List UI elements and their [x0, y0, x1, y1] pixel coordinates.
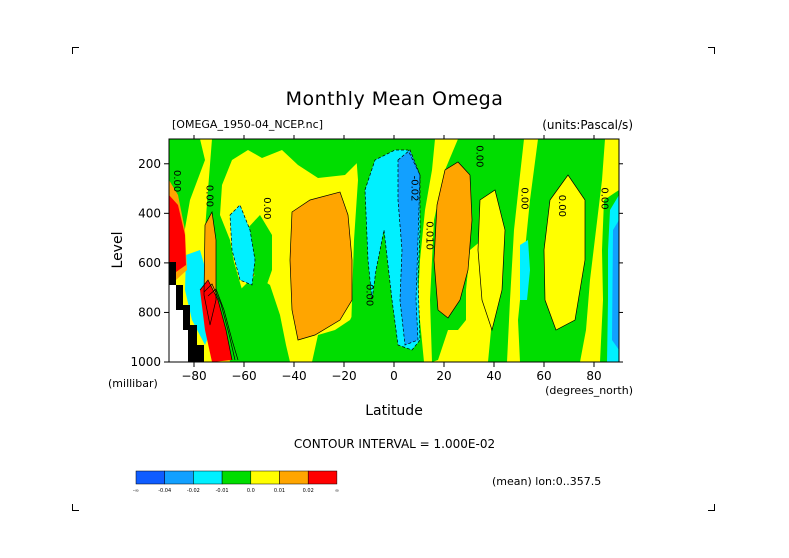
x-tick-label: −20: [331, 369, 356, 383]
x-tick-label: 40: [486, 369, 501, 383]
red-region-south-pole: [169, 195, 186, 272]
colorbar-label: -0.01: [216, 488, 229, 494]
y-tick-label: 800: [138, 305, 161, 319]
colorbar-swatch: [250, 470, 280, 485]
corner-mark-top-left: [72, 47, 79, 54]
x-axis-title: Latitude: [365, 403, 423, 419]
y-tick-label: 1000: [130, 355, 161, 369]
contour-label: 0.00: [556, 195, 567, 217]
colorbar-label: 0.01: [274, 488, 285, 494]
colorbar-label: 0.0: [247, 488, 255, 494]
x-tick-label: 20: [436, 369, 451, 383]
units-label: (units:Pascal/s): [542, 118, 633, 132]
x-tick-label: −60: [231, 369, 256, 383]
contour-label: -0.02: [409, 176, 420, 202]
blue-region-itcz-core: [398, 150, 420, 345]
orange-region-south-subtropics: [290, 192, 352, 340]
colorbar-swatch: [221, 470, 252, 485]
x-tick-label: −80: [181, 369, 206, 383]
colorbar-swatch: [279, 470, 309, 485]
contour-field: [169, 139, 619, 362]
blue-region-north-pole: [612, 220, 619, 350]
missing-data-mask: [169, 285, 188, 362]
red-region-antarctic-slope: [200, 280, 232, 362]
x-tick-label: 0: [390, 369, 398, 383]
file-label: [OMEGA_1950-04_NCEP.nc]: [172, 118, 323, 131]
contour-label-layer: 0.00 0.00 0.00 0.00 -0.02 0.010 0.00 0.00 0.00 0.…: [171, 145, 610, 306]
contour-label: 0.00: [474, 145, 485, 167]
corner-mark-top-right: [708, 47, 715, 54]
contour-interval-label: CONTOUR INTERVAL = 1.000E-02: [293, 437, 496, 451]
y-axis-title: Level: [110, 232, 126, 269]
contour-label: 0.00: [519, 187, 530, 209]
cyan-region-north: [520, 240, 530, 300]
contour-label: 0.00: [204, 185, 215, 207]
green-region-midlat-south: [246, 215, 272, 290]
orange-region-north-subtropics: [434, 162, 472, 318]
yellow-island-north: [478, 190, 505, 330]
colorbar: -∞ -0.04 -0.02 -0.01 0.0 0.01 0.02 ∞: [133, 470, 339, 494]
contour-label: 0.00: [171, 170, 182, 192]
colorbar-swatch: [164, 470, 194, 485]
green-region-midlat-south-low: [240, 275, 290, 362]
axis-layer: −80 −60 −40 −20 0 20 40 60 80 200 400 600 800 1000: [130, 135, 623, 383]
colorbar-swatch: [307, 470, 338, 485]
yellow-island-north-midlat: [544, 175, 585, 330]
colorbar-label: 0.02: [303, 488, 314, 494]
colorbar-swatch: [193, 470, 223, 485]
y-tick-label: 600: [138, 256, 161, 270]
averaging-label: (mean) lon:0..357.5: [492, 475, 602, 488]
corner-mark-bottom-right: [708, 504, 715, 511]
y-tick-label: 400: [138, 206, 161, 220]
contour-lines: [199, 149, 586, 361]
x-tick-label: −40: [281, 369, 306, 383]
x-tick-label: 60: [536, 369, 551, 383]
corner-mark-bottom-left: [72, 504, 79, 511]
y-tick-label: 200: [138, 157, 161, 171]
y-unit-label: (millibar): [108, 377, 158, 390]
x-tick-label: 80: [586, 369, 601, 383]
chart-title: Monthly Mean Omega: [285, 88, 504, 110]
contour-label: 0.010: [424, 221, 435, 250]
colorbar-swatch: [135, 470, 165, 485]
contour-label: 0.00: [599, 187, 610, 209]
colorbar-label: ∞: [335, 488, 339, 494]
contour-label: 0.00: [364, 284, 375, 306]
colorbar-label: -∞: [133, 488, 139, 494]
x-unit-label: (degrees_north): [545, 384, 633, 397]
colorbar-label: -0.04: [158, 488, 171, 494]
colorbar-label: -0.02: [187, 488, 200, 494]
contour-label: 0.00: [261, 197, 272, 219]
